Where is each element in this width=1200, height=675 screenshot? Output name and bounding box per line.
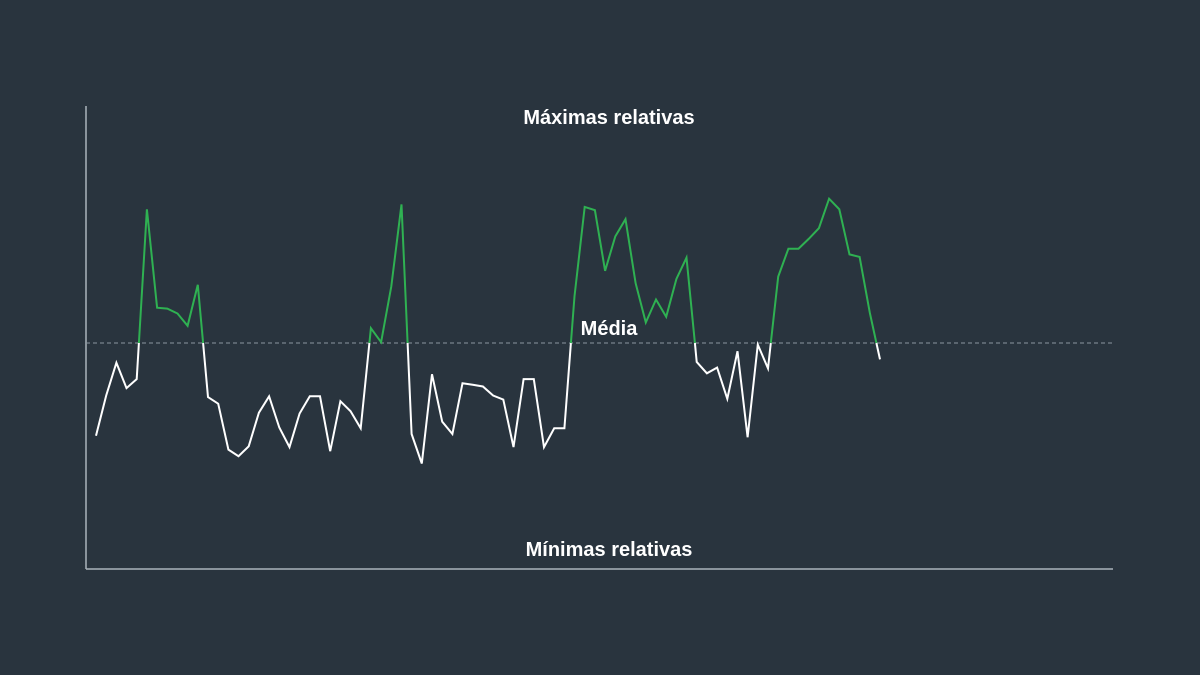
series-segment-above-mean-5 <box>569 205 696 344</box>
series-segment-below-mean-8 <box>875 342 881 360</box>
series-segment-above-mean-3 <box>368 204 409 345</box>
annotation-relative-minima: Mínimas relativas <box>526 539 693 561</box>
series-segment-below-mean-0 <box>95 342 140 436</box>
series-segment-above-mean-1 <box>137 209 205 344</box>
series-segment-below-mean-2 <box>202 342 371 458</box>
series-segment-below-mean-6 <box>693 340 772 438</box>
annotation-relative-maxima: Máximas relativas <box>523 107 694 129</box>
series-layer <box>95 196 881 464</box>
series-segment-above-mean-7 <box>769 196 878 344</box>
series-segment-below-mean-4 <box>406 342 572 464</box>
annotation-mean: Média <box>581 318 639 340</box>
